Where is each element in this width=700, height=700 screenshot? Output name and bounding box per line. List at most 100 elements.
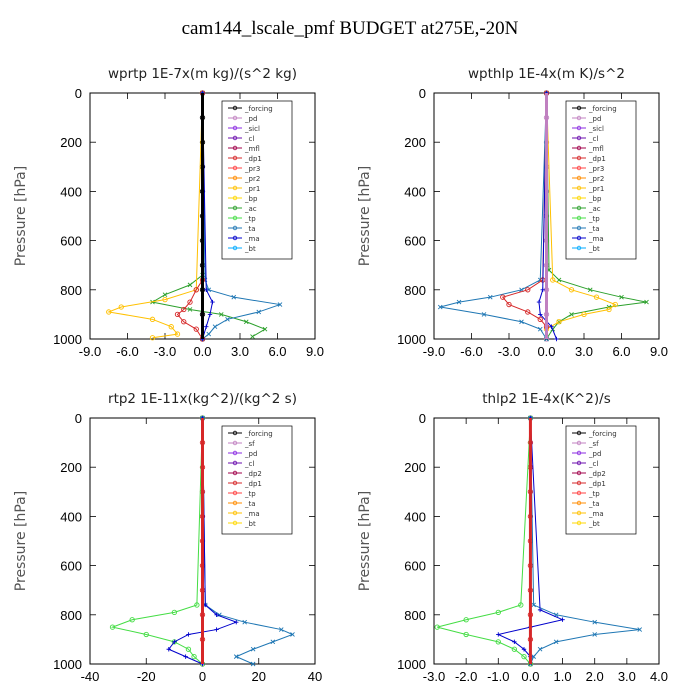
data-point [512, 639, 517, 645]
data-point [212, 324, 218, 330]
data-point [181, 319, 187, 325]
data-point [519, 319, 524, 325]
legend-label: _tp [244, 490, 256, 498]
data-point [171, 609, 178, 615]
x-tick-label: -20 [137, 669, 156, 684]
x-tick-label: 4.0 [650, 669, 668, 684]
legend-marker [576, 460, 582, 466]
legend-label: _bp [588, 195, 602, 203]
legend-label: _dp1 [588, 480, 606, 488]
legend-marker [232, 105, 238, 111]
series-3 [528, 415, 643, 667]
data-point [109, 624, 116, 630]
x-tick-label: 0.0 [193, 344, 211, 359]
legend-label: _sicl [244, 125, 260, 133]
y-tick-label: 1000 [53, 332, 82, 347]
legend-marker [232, 225, 238, 231]
legend-marker [576, 215, 582, 221]
data-point [290, 632, 295, 637]
legend-label: _bt [588, 520, 600, 528]
legend-label: _pr1 [588, 185, 604, 193]
y-tick-label: 200 [60, 460, 82, 475]
data-point [506, 301, 512, 308]
legend-label: _bt [244, 245, 256, 253]
data-point [569, 312, 574, 317]
data-point [250, 334, 255, 339]
data-point [592, 632, 598, 637]
legend-label: _cl [244, 460, 254, 468]
legend-marker [232, 490, 238, 496]
legend-marker [576, 510, 582, 516]
data-point [242, 619, 248, 625]
y-tick-label: 0 [419, 411, 426, 426]
x-tick-label: 6.0 [268, 344, 286, 359]
y-tick-label: 0 [75, 86, 82, 101]
legend-marker [232, 195, 238, 201]
legend-label: _mfl [244, 145, 260, 153]
y-tick-label: 600 [404, 234, 426, 249]
data-point [518, 602, 524, 608]
y-tick-label: 800 [404, 608, 426, 623]
data-point [143, 631, 149, 638]
data-point [187, 299, 193, 305]
data-point [463, 631, 469, 638]
data-point [500, 294, 506, 300]
x-tick-label: -9.0 [79, 344, 101, 359]
data-point [162, 292, 168, 298]
legend-label: _ma [588, 510, 604, 518]
legend-label: _pr3 [588, 165, 604, 173]
x-tick-label: 9.0 [306, 344, 324, 359]
data-point [593, 294, 600, 300]
data-point [495, 609, 501, 615]
legend-marker [232, 165, 238, 171]
legend-marker [232, 205, 238, 211]
legend-label: _ta [244, 500, 256, 508]
y-tick-label: 600 [404, 559, 426, 574]
data-point [214, 627, 219, 632]
data-point [556, 277, 562, 283]
y-tick-label: 400 [60, 509, 82, 524]
legend-marker [232, 115, 238, 121]
y-tick-label: 200 [60, 135, 82, 150]
y-tick-label: 200 [404, 460, 426, 475]
legend-marker [232, 235, 238, 241]
legend-label: _dp1 [244, 155, 262, 163]
legend-marker [576, 470, 582, 476]
legend-label: _tp [588, 490, 600, 498]
y-tick-label: 800 [60, 608, 82, 623]
legend-marker [232, 520, 238, 526]
series-line [106, 92, 203, 339]
x-tick-label: 6.0 [612, 344, 630, 359]
legend-marker [576, 165, 582, 171]
data-point [536, 299, 542, 305]
data-point [183, 654, 188, 659]
series-2 [109, 415, 206, 667]
x-tick-label: 20 [252, 669, 266, 684]
data-point [194, 602, 200, 608]
data-point [456, 299, 462, 305]
data-point [172, 639, 177, 645]
series-line [496, 417, 565, 657]
x-tick-label: -40 [81, 669, 100, 684]
data-point [521, 647, 527, 652]
data-point [129, 617, 135, 623]
legend-label: _dp2 [588, 470, 606, 478]
legend-label: _pr3 [244, 165, 260, 173]
series-line [538, 92, 557, 340]
data-point [214, 612, 219, 617]
y-axis-label: Pressure [hPa] [13, 166, 29, 266]
legend-marker [232, 245, 238, 251]
y-tick-label: 400 [404, 184, 426, 199]
data-point [204, 324, 209, 329]
x-tick-label: 9.0 [650, 344, 668, 359]
data-point [511, 646, 518, 652]
data-point [531, 654, 536, 659]
legend-label: _dp2 [244, 470, 262, 478]
legend-marker [232, 480, 238, 486]
data-point [592, 619, 598, 625]
x-tick-label: -6.0 [460, 344, 482, 359]
series-line [529, 417, 640, 665]
data-point [225, 317, 230, 322]
x-tick-label: -6.0 [116, 344, 138, 359]
x-tick-label: 3.0 [575, 344, 593, 359]
